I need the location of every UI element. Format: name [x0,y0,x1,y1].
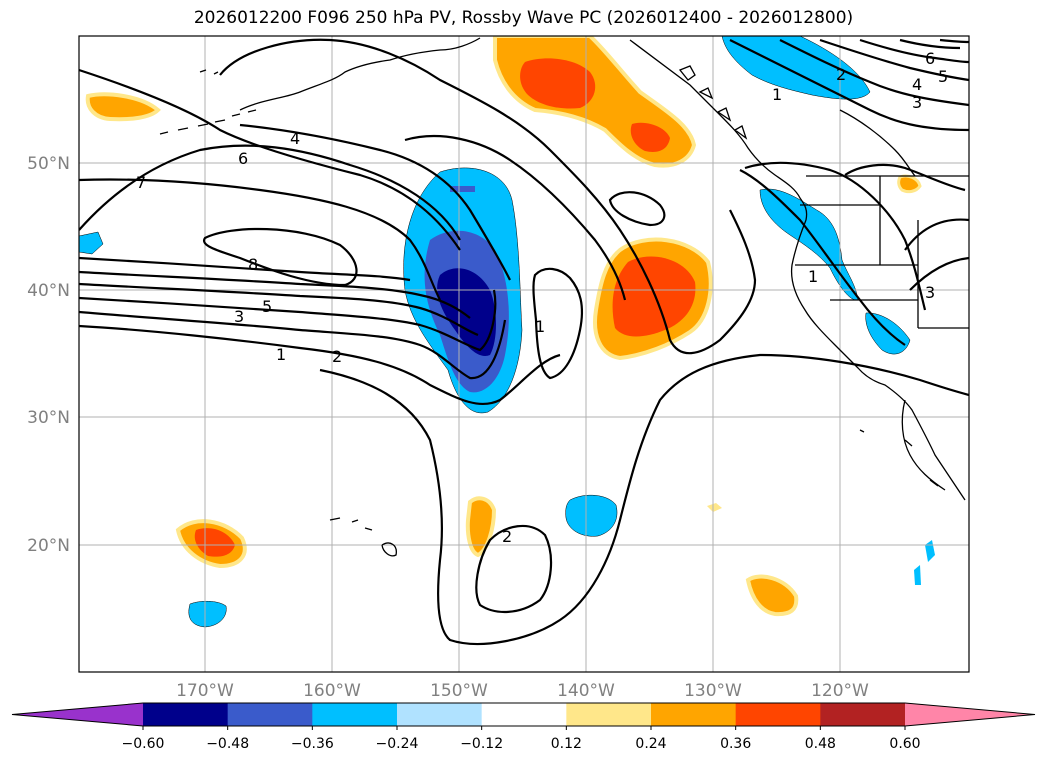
contour-label-1c: 1 [772,85,782,104]
colorbar-tick-label: 0.24 [635,736,666,752]
contour-label-2b: 2 [502,527,512,546]
colorbar-segment [820,703,906,726]
negative-anomaly-south [188,494,935,628]
colorbar-tick-label: 0.36 [720,736,751,752]
contour-label-2: 2 [332,347,342,366]
lon-label-160w: 160°W [303,681,361,701]
colorbar-segment [566,703,652,726]
map-title: 2026012200 F096 250 hPa PV, Rossby Wave … [193,8,854,28]
colorbar-segment [397,703,483,726]
lon-label-140w: 140°W [557,681,615,701]
pv-contours [79,38,969,646]
colorbar [11,702,1036,727]
positive-anomaly-ridge-north [493,36,697,168]
colorbar-segment [735,703,821,726]
lat-label-50n: 50°N [27,154,70,174]
longitude-axis: 170°W 160°W 150°W 140°W 130°W 120°W [176,681,869,701]
colorbar-tick-label: −0.60 [122,736,165,752]
negative-anomaly-northeast [79,36,911,355]
contour-label-1d: 1 [808,267,818,286]
positive-anomaly-ridge-central [593,237,713,361]
contour-labels: 1 2 3 5 8 7 6 4 1 2 1 2 3 4 5 6 1 3 [136,49,948,546]
colorbar-segment [143,703,229,726]
colorbar-segment [312,703,398,726]
colorbar-tick-labels: −0.60 −0.48 −0.36 −0.24 −0.12 0.12 0.24 0.36 0.4… [122,726,921,752]
contour-label-8: 8 [248,255,258,274]
map-frame [78,35,970,673]
colorbar-tick-label: 0.60 [889,736,920,752]
contour-label-6: 6 [238,149,248,168]
colorbar-tick-label: 0.48 [805,736,836,752]
contour-label-5c: 5 [938,67,948,86]
lat-label-40n: 40°N [27,281,70,301]
lon-label-150w: 150°W [430,681,488,701]
contour-label-3c: 3 [912,93,922,112]
map-area [79,36,969,672]
colorbar-extend-min [12,703,143,726]
lon-label-120w: 120°W [811,681,869,701]
colorbar-segment [651,703,737,726]
contour-label-1: 1 [276,345,286,364]
contour-label-5: 5 [262,297,272,316]
colorbar-segment [481,703,567,726]
contour-label-6c: 6 [925,49,935,68]
contour-label-1b: 1 [535,317,545,336]
contour-label-2c: 2 [836,65,846,84]
contour-label-3: 3 [234,307,244,326]
contour-label-4c: 4 [912,75,922,94]
colorbar-extend-max [905,703,1035,726]
colorbar-tick-label: −0.48 [206,736,249,752]
lon-label-130w: 130°W [684,681,742,701]
colorbar-segment [227,703,313,726]
colorbar-tick-label: −0.12 [460,736,503,752]
contour-label-7: 7 [136,173,146,192]
colorbar-tick-label: −0.24 [376,736,419,752]
graticule [79,36,969,672]
lat-label-20n: 20°N [27,536,70,556]
colorbar-tick-label: −0.36 [291,736,334,752]
lat-label-30n: 30°N [27,408,70,428]
contour-label-3d: 3 [925,283,935,302]
latitude-axis: 50°N 40°N 30°N 20°N [27,154,70,556]
colorbar-tick-label: 0.12 [551,736,582,752]
lon-label-170w: 170°W [176,681,234,701]
contour-label-4: 4 [290,129,300,148]
